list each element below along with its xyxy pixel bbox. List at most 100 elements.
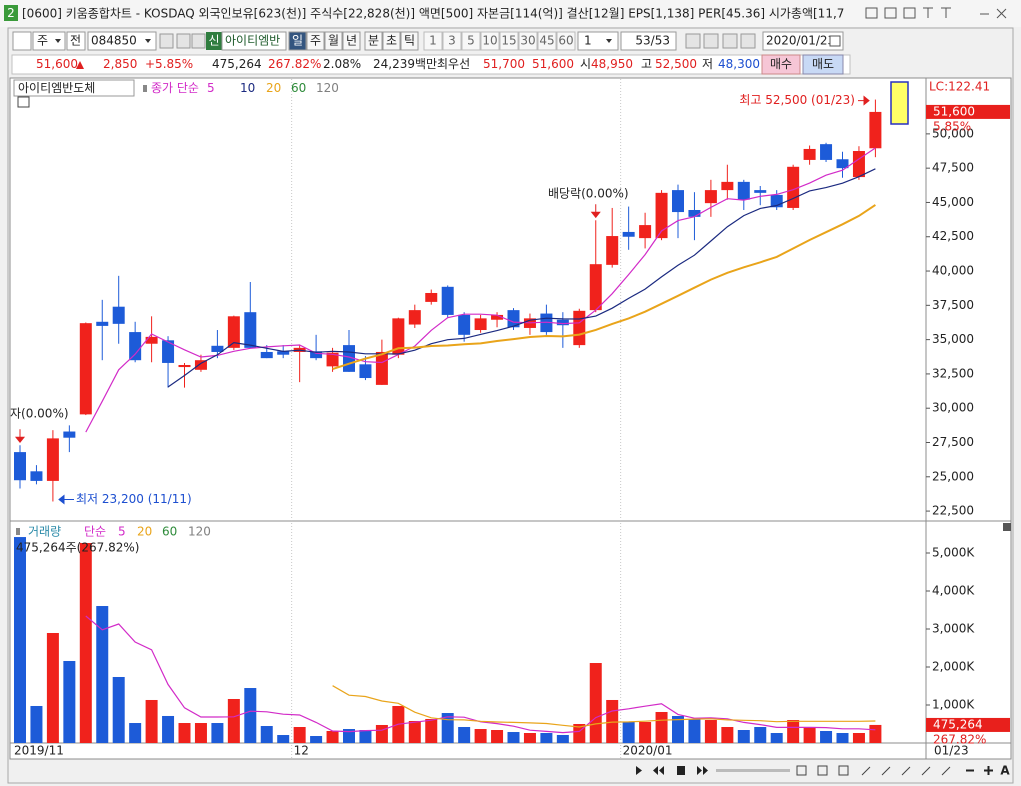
font-button[interactable]: A (1000, 764, 1010, 778)
volume-bar (375, 724, 388, 743)
minute-label: 60 (558, 34, 573, 48)
minute-btn[interactable] (518, 31, 538, 51)
y-tick-label: 25,000 (932, 469, 974, 483)
period-btn[interactable] (364, 31, 383, 51)
volume-header: 475,264주(267.82%) (16, 541, 139, 555)
ma-line (332, 204, 876, 371)
volume-bar (458, 727, 471, 743)
y-tick-label: 45,000 (932, 195, 974, 209)
btn-zoom-in[interactable] (984, 766, 993, 775)
minute-label: 3 (448, 34, 456, 48)
icon[interactable] (838, 765, 849, 776)
minute-btn[interactable] (442, 31, 462, 51)
minute-btn[interactable] (537, 31, 557, 51)
btn-rewind[interactable] (653, 766, 664, 775)
minute-btn[interactable] (556, 31, 576, 51)
win-btn[interactable] (923, 7, 933, 18)
slider[interactable] (716, 769, 790, 772)
icon[interactable] (817, 765, 828, 776)
chart-title: 아이티엠반도체 (18, 81, 95, 95)
volume-bar (46, 632, 59, 743)
tool-icon[interactable] (740, 33, 756, 49)
minute-btn[interactable] (480, 31, 500, 51)
win-btn[interactable] (941, 7, 951, 18)
volume-bar (425, 718, 438, 743)
tool-icon[interactable] (722, 33, 738, 49)
label: 48,300 (718, 57, 760, 71)
sell-btn[interactable] (802, 54, 844, 75)
period-label: 틱 (404, 34, 415, 48)
btn-stop[interactable] (677, 766, 685, 775)
candle-body (310, 351, 323, 359)
label: 24,239백만 (373, 57, 437, 71)
code-input[interactable] (87, 31, 157, 51)
candle-body (655, 192, 668, 239)
legend-title-box (13, 79, 135, 97)
btn-forward[interactable] (697, 766, 708, 775)
pane-close[interactable] (1003, 523, 1011, 531)
candle-body (375, 351, 388, 385)
candle-body (145, 336, 158, 344)
label: +5.85% (145, 57, 193, 71)
candle-body (507, 310, 520, 328)
annotation-arrow (590, 204, 601, 219)
volume-bar (244, 688, 257, 743)
period-btn[interactable] (288, 31, 307, 51)
minute-btn[interactable] (499, 31, 519, 51)
candle-body (852, 151, 865, 178)
volume-bar (145, 699, 158, 743)
tool-icon[interactable] (191, 33, 206, 49)
volume-bar (491, 730, 504, 743)
period-label: 일 (292, 34, 303, 48)
period-btn[interactable] (306, 31, 325, 51)
volume-bar (14, 537, 26, 743)
period-btn[interactable] (342, 31, 361, 51)
win-btn[interactable] (884, 7, 897, 19)
volume-bar (655, 711, 668, 743)
minute-label: 30 (520, 34, 535, 48)
count-select[interactable] (577, 31, 619, 51)
candle-body (162, 340, 175, 363)
buy-btn[interactable] (761, 54, 801, 75)
tool-icon[interactable] (12, 31, 32, 51)
grid-icon[interactable] (17, 96, 30, 108)
period-btn[interactable] (324, 31, 343, 51)
period-btn[interactable] (400, 31, 419, 51)
last-price-box (926, 104, 1010, 119)
tool-icon[interactable] (159, 33, 174, 49)
candle-body (474, 318, 487, 331)
legend-entry: 20 (137, 525, 152, 539)
app-icon (4, 5, 18, 21)
candle-body (639, 225, 652, 239)
label: 52,500 (655, 57, 697, 71)
tool-icon[interactable] (685, 33, 701, 49)
win-btn-close[interactable] (996, 8, 1007, 19)
minute-btn[interactable] (423, 31, 443, 51)
calendar-icon[interactable] (829, 35, 841, 47)
axis-note: LC:122.41 (929, 80, 990, 94)
candle-body (441, 286, 454, 315)
legend-entry: 120 (188, 525, 211, 539)
period-select[interactable] (32, 31, 66, 51)
icons[interactable] (861, 766, 951, 776)
y-tick-label: 1,000K (932, 698, 975, 712)
last-change-label: 5.85% (933, 119, 971, 133)
period-btn[interactable] (382, 31, 401, 51)
date-field[interactable] (762, 31, 844, 51)
win-btn[interactable] (865, 7, 878, 19)
dropdown-arrow (606, 39, 612, 43)
name-field[interactable] (221, 31, 287, 51)
minute-btn[interactable] (461, 31, 481, 51)
win-btn[interactable] (903, 7, 916, 19)
y-tick-label: 47,500 (932, 161, 974, 175)
tool-icon[interactable] (176, 33, 191, 49)
market-btn[interactable] (66, 31, 86, 51)
label: 2.08% (323, 57, 361, 71)
icon[interactable] (796, 765, 807, 776)
volume-bar (704, 720, 717, 743)
btn-play[interactable] (636, 766, 642, 775)
y-tick-label: 42,500 (932, 229, 974, 243)
volume-bar (441, 713, 454, 743)
tool-icon[interactable] (703, 33, 719, 49)
